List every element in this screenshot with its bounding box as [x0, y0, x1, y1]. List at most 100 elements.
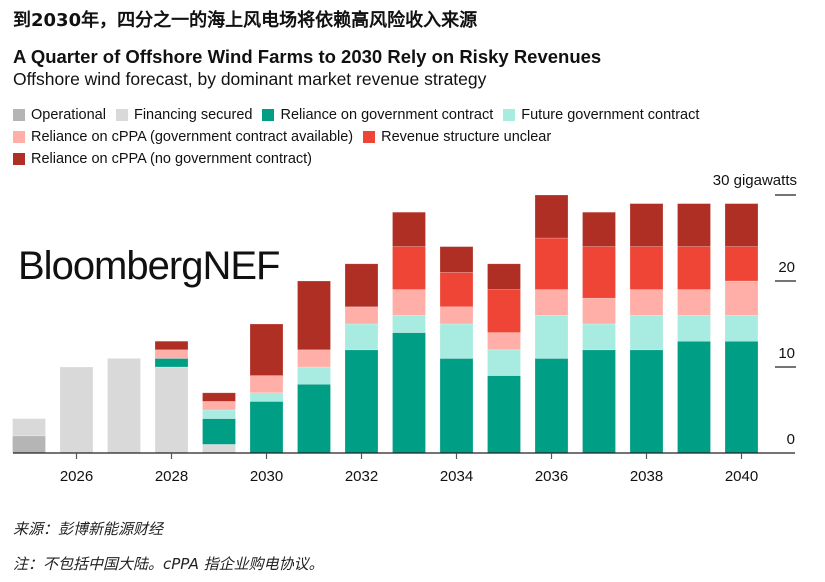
bar-segment — [487, 289, 521, 333]
bar-segment — [107, 358, 141, 454]
legend-item: Reliance on cPPA (government contract av… — [13, 127, 353, 147]
bar-segment — [629, 203, 664, 247]
bar-segment — [677, 289, 711, 316]
footnote: 注：不包括中国大陆。cPPA 指企业购电协议。 — [13, 555, 324, 573]
legend-swatch — [13, 131, 25, 143]
source-note: 来源：彭博新能源财经 — [13, 520, 164, 538]
bar-segment — [344, 263, 379, 308]
bar-segment — [249, 375, 284, 394]
legend-label: Revenue structure unclear — [381, 129, 552, 145]
bar-segment — [582, 349, 616, 454]
bar-segment — [629, 246, 664, 290]
bar-segment — [344, 323, 379, 351]
bar-segment — [392, 289, 426, 316]
legend-swatch — [503, 109, 516, 121]
bar-segment — [202, 392, 236, 402]
bar-segment — [392, 246, 426, 290]
bar-segment — [724, 203, 759, 247]
bar-segment — [677, 203, 711, 247]
bar-segment — [392, 332, 426, 454]
bar-segment — [582, 297, 616, 325]
y-tick-label: 10 — [778, 345, 795, 362]
bar-segment — [534, 194, 569, 239]
bar-segment — [534, 237, 569, 290]
y-unit-label: 30 gigawatts — [713, 172, 797, 189]
legend-swatch — [262, 109, 275, 121]
bar-segment — [202, 401, 236, 411]
legend-label: Operational — [31, 107, 106, 123]
bar-chart: 2026 2028 2030 2032 2034 2036 2038 2040 0 10 20 30 … — [12, 172, 797, 485]
bar-segment — [724, 246, 759, 282]
x-tick-label: 2028 — [155, 468, 188, 485]
legend-label: Reliance on cPPA (government contract av… — [31, 129, 354, 145]
x-tick-label: 2034 — [440, 468, 473, 485]
bar-segment — [487, 375, 521, 454]
legend-label: Reliance on cPPA (no government contract… — [31, 151, 313, 167]
y-tick-label: 20 — [778, 259, 795, 276]
bar-segment — [677, 340, 711, 454]
x-tick-label: 2038 — [630, 468, 663, 485]
legend-item: Reliance on government contract — [262, 105, 493, 125]
legend-swatch — [13, 109, 25, 121]
bar-segment — [629, 289, 664, 316]
bar-segment — [487, 263, 521, 290]
bar-segment — [629, 349, 664, 454]
bar-segment — [677, 315, 711, 342]
x-tick-label: 2030 — [250, 468, 283, 485]
chart-subtitle: Offshore wind forecast, by dominant mark… — [13, 69, 487, 89]
x-tick-label: 2036 — [535, 468, 568, 485]
bar-segment — [249, 323, 284, 376]
bar-segment — [154, 358, 189, 368]
bar-segment — [12, 435, 46, 454]
bar-segment — [249, 401, 284, 454]
bar-segment — [534, 358, 569, 454]
bar-segment — [297, 383, 331, 454]
bar-segment — [344, 349, 379, 454]
legend: Operational Financing secured Reliance on … — [13, 105, 813, 171]
legend-label: Future government contract — [521, 107, 700, 123]
bar-segment — [202, 409, 236, 419]
legend-label: Financing secured — [133, 107, 253, 123]
legend-swatch — [13, 153, 25, 165]
legend-item: Reliance on cPPA (no government contract… — [13, 149, 312, 169]
bar-segment — [59, 366, 94, 454]
bar-segment — [439, 306, 474, 325]
bar-segment — [297, 349, 331, 368]
bar-segment — [249, 392, 284, 402]
bar-segment — [582, 323, 616, 351]
headline: 到2030年，四分之一的海上风电场将依赖高风险收入来源 — [13, 10, 478, 31]
bar-segment — [202, 418, 236, 445]
legend-item: Financing secured — [115, 105, 253, 125]
bar-segment — [439, 323, 474, 359]
bar-segment — [392, 211, 426, 247]
bloombergnef-watermark: BloombergNEF — [18, 244, 280, 288]
chart-title: A Quarter of Offshore Wind Farms to 2030… — [13, 46, 602, 67]
bar-segment — [297, 280, 331, 351]
bar-segment — [487, 349, 521, 376]
bar-segment — [534, 289, 569, 316]
bar-segment — [439, 358, 474, 454]
bar-segment — [629, 315, 664, 351]
bar-segment — [724, 315, 759, 342]
bar-segment — [297, 366, 331, 385]
bar-segment — [12, 418, 46, 437]
legend-item: Future government contract — [503, 105, 699, 125]
bar-segment — [154, 366, 189, 454]
x-tick-label: 2032 — [345, 468, 378, 485]
bar-segment — [582, 246, 616, 299]
bar-segment — [487, 332, 521, 351]
bar-segment — [724, 280, 759, 316]
bar-segment — [392, 315, 426, 333]
bar-segment — [582, 211, 616, 247]
bar-segment — [724, 340, 759, 454]
bar-segment — [534, 315, 569, 359]
legend-swatch — [115, 109, 128, 121]
bar-segment — [439, 272, 474, 308]
legend-swatch — [363, 131, 376, 143]
y-tick-label: 0 — [787, 431, 795, 448]
bar-segment — [154, 340, 189, 351]
bar-segment — [677, 246, 711, 290]
legend-label: Reliance on government contract — [280, 107, 494, 123]
bar-segment — [202, 444, 236, 454]
